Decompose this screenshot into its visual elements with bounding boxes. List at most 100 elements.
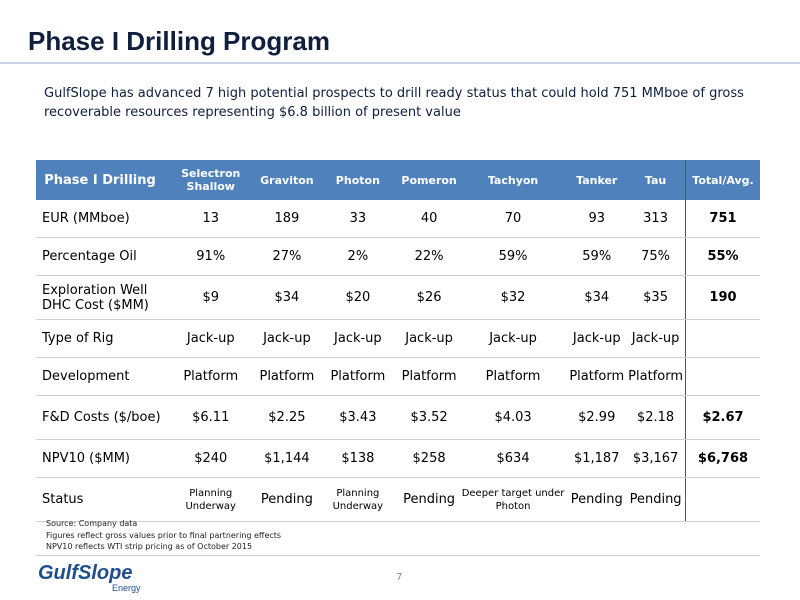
- table-row: Type of Rig Jack-up Jack-up Jack-up Jack-up J…: [36, 319, 760, 358]
- row-header: NPV10 ($MM): [36, 439, 164, 478]
- column-header: Selectron Shallow: [164, 160, 258, 200]
- table-cell: 33: [316, 200, 400, 238]
- table-cell: Platform: [567, 357, 627, 396]
- column-header: Tachyon: [458, 160, 568, 200]
- table-cell: $240: [164, 439, 258, 478]
- table-cell: Jack-up: [567, 319, 627, 358]
- table-cell: $634: [458, 439, 568, 478]
- table-cell: 59%: [567, 237, 627, 276]
- table-cell: $34: [257, 275, 317, 320]
- footnotes: Source: Company data Figures reflect gros…: [46, 518, 281, 553]
- table-cell: Pending: [399, 477, 459, 522]
- table-cell: $34: [567, 275, 627, 320]
- table-row: EUR (MMboe) 13 189 33 40 70 93 313 751: [36, 200, 760, 238]
- table-cell: $2.99: [567, 395, 627, 440]
- row-header: Exploration Well DHC Cost ($MM): [36, 275, 164, 320]
- table-cell: Jack-up: [257, 319, 317, 358]
- row-header: Percentage Oil: [36, 237, 164, 276]
- table-cell: Jack-up: [164, 319, 258, 358]
- table-cell: $2.18: [626, 395, 686, 440]
- row-header: Type of Rig: [36, 319, 164, 358]
- page-number: 7: [396, 572, 403, 583]
- table-cell: Deeper target under Photon: [458, 477, 568, 522]
- column-header: Pomeron: [399, 160, 459, 200]
- footnote: Source: Company data: [46, 519, 138, 528]
- table-cell: 93: [567, 200, 627, 238]
- table-cell: Jack-up: [626, 319, 686, 358]
- table-cell: 2%: [316, 237, 400, 276]
- table-cell: Platform: [316, 357, 400, 396]
- table-cell: $3,167: [626, 439, 686, 478]
- table-cell: $6,768: [685, 439, 760, 478]
- table-cell: 190: [685, 275, 760, 320]
- table-cell: $6.11: [164, 395, 258, 440]
- table-cell: Jack-up: [458, 319, 568, 358]
- table-cell: 27%: [257, 237, 317, 276]
- header-row: Phase I Drilling Selectron Shallow Gravito…: [36, 160, 760, 200]
- table-cell: 59%: [458, 237, 568, 276]
- table-cell: Platform: [164, 357, 258, 396]
- table-cell: [685, 477, 760, 522]
- table-cell: [685, 357, 760, 396]
- footnote: Figures reflect gross values prior to fi…: [46, 530, 282, 540]
- table-row: NPV10 ($MM) $240 $1,144 $138 $258 $634 $1,187 $…: [36, 439, 760, 478]
- table-cell: Pending: [626, 477, 686, 522]
- column-header: Graviton: [257, 160, 317, 200]
- table-cell: $3.43: [316, 395, 400, 440]
- title: Phase I Drilling Program: [28, 26, 330, 56]
- column-header: Tau: [626, 160, 686, 200]
- subtitle: GulfSlope has advanced 7 high potential …: [44, 86, 744, 120]
- table-cell: Platform: [458, 357, 568, 396]
- table-cell: $2.25: [257, 395, 317, 440]
- table-cell: Jack-up: [316, 319, 400, 358]
- table-cell: $2.67: [685, 395, 760, 440]
- table-cell: $26: [399, 275, 459, 320]
- row-header: EUR (MMboe): [36, 200, 164, 238]
- table-cell: 22%: [399, 237, 459, 276]
- table-row: F&D Costs ($/boe) $6.11 $2.25 $3.43 $3.52 $4.…: [36, 395, 760, 440]
- table-cell: Platform: [257, 357, 317, 396]
- table-cell: $35: [626, 275, 686, 320]
- table-cell: $32: [458, 275, 568, 320]
- table-cell: 75%: [626, 237, 686, 276]
- logo-sub: Energy: [112, 583, 141, 593]
- column-header: Tanker: [567, 160, 627, 200]
- table-cell: $1,187: [567, 439, 627, 478]
- table-cell: Jack-up: [399, 319, 459, 358]
- table-cell: 70: [458, 200, 568, 238]
- table-cell: Platform: [626, 357, 686, 396]
- table-cell: Planning Underway: [316, 477, 400, 522]
- table-cell: $1,144: [257, 439, 317, 478]
- table-cell: Pending: [257, 477, 317, 522]
- table-cell: $20: [316, 275, 400, 320]
- table-cell: 40: [399, 200, 459, 238]
- table-row: Exploration Well DHC Cost ($MM) $9 $34 $20 $…: [36, 275, 760, 320]
- title-rule: [0, 62, 800, 64]
- table-row: Development Platform Platform Platform Platf…: [36, 357, 760, 396]
- table-cell: $258: [399, 439, 459, 478]
- table-row: Status Planning Underway Pending Planning U…: [36, 477, 760, 522]
- table-cell: [685, 319, 760, 358]
- table-row: Percentage Oil 91% 27% 2% 22% 59% 59% 75% 55%: [36, 237, 760, 276]
- table-cell: 13: [164, 200, 258, 238]
- logo: GulfSlope: [38, 562, 133, 584]
- table-cell: Platform: [399, 357, 459, 396]
- table: Phase I Drilling Selectron Shallow Gravito…: [36, 160, 760, 522]
- footnote: NPV10 reflects WTI strip pricing as of O…: [46, 542, 253, 551]
- table-cell: Planning Underway: [164, 477, 258, 522]
- row-header: Status: [36, 477, 164, 522]
- column-header: Phase I Drilling: [36, 160, 164, 200]
- table-cell: $138: [316, 439, 400, 478]
- table-cell: 91%: [164, 237, 258, 276]
- table-cell: $4.03: [458, 395, 568, 440]
- table-cell: $3.52: [399, 395, 459, 440]
- table-cell: 189: [257, 200, 317, 238]
- column-header: Photon: [316, 160, 400, 200]
- column-header: Total/Avg.: [685, 160, 760, 200]
- table-cell: $9: [164, 275, 258, 320]
- table-cell: Pending: [567, 477, 627, 522]
- footer-rule: [36, 555, 760, 556]
- table-cell: 55%: [685, 237, 760, 276]
- row-header: F&D Costs ($/boe): [36, 395, 164, 440]
